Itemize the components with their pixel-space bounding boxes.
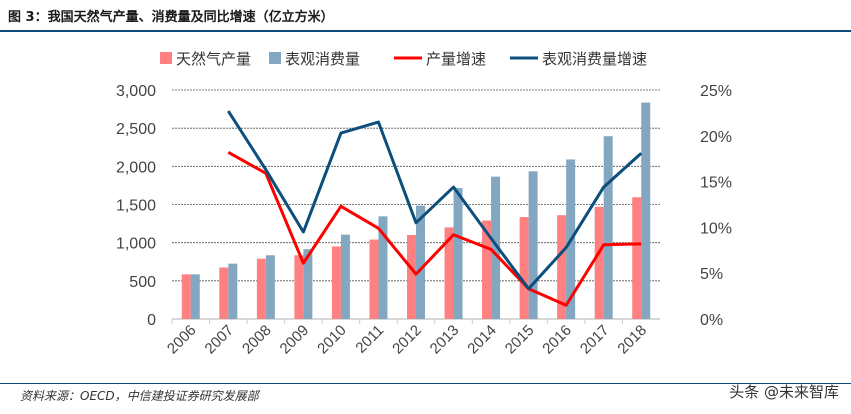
bar-production <box>482 220 492 319</box>
bar-production <box>294 255 304 319</box>
line-production-growth <box>227 150 642 307</box>
legend-swatch <box>160 52 172 64</box>
right-tick-label: 0% <box>700 312 723 329</box>
left-tick-label: 2,000 <box>116 159 156 176</box>
bar-production <box>181 274 191 319</box>
left-tick-label: 1,000 <box>116 236 156 253</box>
x-tick-label: 2015 <box>502 322 538 358</box>
bar-production <box>594 206 604 319</box>
right-tick-label: 5% <box>700 266 723 283</box>
x-tick-label: 2006 <box>164 322 200 358</box>
bar-production <box>632 197 642 319</box>
x-tick-label: 2017 <box>577 322 613 358</box>
source-note: 资料来源：OECD，中信建投证券研究发展部 <box>20 389 259 403</box>
left-tick-label: 3,000 <box>116 83 156 100</box>
bar-consumption <box>528 171 538 319</box>
legend-label: 表观消费量增速 <box>542 51 647 68</box>
left-tick-label: 1,500 <box>116 198 156 215</box>
bar-production <box>519 217 529 319</box>
figure-title: 图 3：我国天然气产量、消费量及同比增速（亿立方米） <box>8 10 334 25</box>
watermark: 头条 @未来智库 <box>729 383 839 401</box>
bar-consumption <box>303 249 313 319</box>
legend-label: 产量增速 <box>426 51 486 68</box>
x-tick-label: 2018 <box>614 322 650 358</box>
bar-production <box>407 235 416 319</box>
bar-consumption <box>190 274 200 319</box>
x-tick-label: 2007 <box>202 322 238 358</box>
line-consumption-growth <box>227 110 643 291</box>
right-tick-label: 20% <box>700 129 732 146</box>
left-tick-label: 0 <box>147 312 156 329</box>
legend-label: 表观消费量 <box>285 51 360 68</box>
bar-consumption <box>491 176 501 319</box>
bar-production <box>369 239 379 319</box>
chart: 0 500 1,000 1,500 2,000 2,500 3,000 0% 5% 10% 15% 2… <box>116 51 732 358</box>
bar-production <box>331 246 341 319</box>
bar-production <box>444 227 454 319</box>
legend-swatch <box>269 52 281 64</box>
x-tick-label: 2013 <box>427 322 463 358</box>
bar-production <box>557 215 567 319</box>
bar-consumption <box>453 188 463 319</box>
x-tick-label: 2012 <box>389 322 425 358</box>
right-tick-label: 15% <box>700 175 732 192</box>
legend-label: 天然气产量 <box>176 51 251 68</box>
right-tick-label: 10% <box>700 220 732 237</box>
right-tick-label: 25% <box>700 83 732 100</box>
x-tick-label: 2009 <box>277 322 313 358</box>
x-tick-label: 2010 <box>314 322 350 358</box>
divider <box>0 383 851 384</box>
left-tick-label: 2,500 <box>116 121 156 138</box>
x-tick-label: 2008 <box>239 322 275 358</box>
x-tick-label: 2016 <box>539 322 575 358</box>
x-tick-label: 2011 <box>352 322 387 357</box>
bar-consumption <box>603 136 613 319</box>
bar-consumption <box>228 263 238 319</box>
bar-production <box>256 258 266 319</box>
bar-production <box>219 267 229 319</box>
divider <box>0 30 851 32</box>
bar-consumption <box>378 216 388 319</box>
left-tick-label: 500 <box>129 274 156 291</box>
x-tick-label: 2014 <box>464 322 500 358</box>
bar-consumption <box>641 102 651 319</box>
bar-consumption <box>265 255 275 319</box>
bar-consumption <box>340 234 350 319</box>
bar-consumption <box>416 205 425 319</box>
